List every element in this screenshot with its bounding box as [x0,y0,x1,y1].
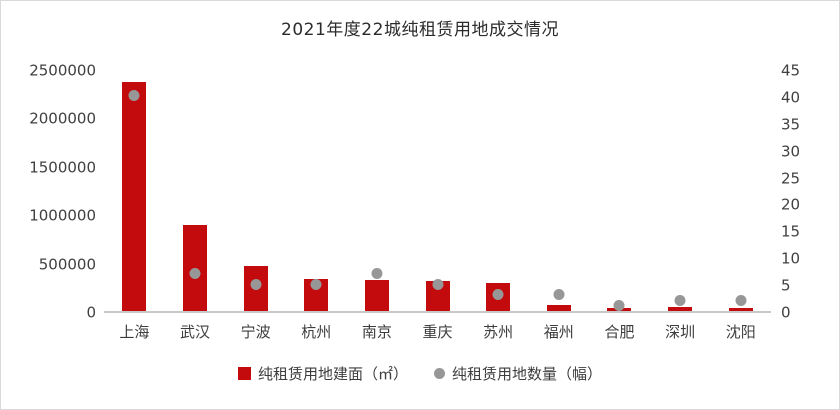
legend-area-label: 纯租赁用地建面（㎡） [257,365,408,383]
y-axis-right-tick: 20 [781,195,801,214]
x-axis-label-南京: 南京 [361,323,392,341]
category-column [347,71,408,311]
x-axis-label-杭州: 杭州 [301,323,332,341]
y-axis-right-tick: 30 [781,142,801,161]
y-axis-left-tick: 1500000 [29,158,96,177]
category-column [165,71,226,311]
bar-深圳 [668,307,693,311]
x-axis-label-上海: 上海 [119,323,150,341]
x-axis-label-武汉: 武汉 [179,323,210,341]
x-axis-label-重庆: 重庆 [422,323,453,341]
category-column [650,71,711,311]
x-axis-labels: 上海 武汉 宁波 杭州 南京 重庆 苏州 福州 合肥 深圳 沈阳 [104,321,771,342]
dot-宁波 [250,278,262,290]
x-axis-label-福州: 福州 [543,323,574,341]
bar-沈阳 [728,307,753,311]
dot-苏州 [492,289,504,301]
y-axis-left: 2500000 2000000 1500000 1000000 500000 0 [1,63,96,320]
category-column [407,71,468,311]
chart-title: 2021年度22城纯租赁用地成交情况 [281,20,559,40]
bar-福州 [546,305,571,311]
y-axis-right-tick: 5 [781,276,791,295]
legend-count-label: 纯租赁用地数量（幅） [452,365,603,383]
y-axis-right-tick: 0 [781,303,791,322]
x-axis-label-沈阳: 沈阳 [725,323,756,341]
x-axis-label-苏州: 苏州 [483,323,514,341]
y-axis-right-tick: 10 [781,249,801,268]
y-axis-left-tick: 0 [86,303,96,322]
legend-square-icon [237,367,251,380]
dot-杭州 [310,278,322,290]
dot-重庆 [432,278,444,290]
legend: 纯租赁用地建面（㎡） 纯租赁用地数量（幅） [1,363,839,384]
y-axis-right-tick: 35 [781,115,801,134]
y-axis-right-tick: 25 [781,169,801,188]
dot-福州 [553,289,565,301]
legend-item-count: 纯租赁用地数量（幅） [434,363,602,384]
y-axis-left-tick: 2500000 [29,61,96,80]
y-axis-right-tick: 15 [781,222,801,241]
dot-武汉 [189,267,201,279]
x-axis-label-宁波: 宁波 [240,323,271,341]
y-axis-left-tick: 500000 [38,255,96,274]
dot-合肥 [613,300,625,312]
y-axis-right: 45 40 35 30 25 20 15 10 5 0 [781,63,836,320]
bar-上海 [122,81,147,311]
x-axis-label-深圳: 深圳 [665,323,696,341]
category-column [589,71,650,312]
dot-沈阳 [735,294,747,306]
category-column [528,71,589,311]
category-column [468,71,529,311]
y-axis-left-tick: 1000000 [29,206,96,225]
category-column [225,71,286,311]
legend-circle-icon [434,368,445,379]
category-column [286,71,347,311]
legend-item-area: 纯租赁用地建面（㎡） [237,363,408,384]
category-column [104,71,165,311]
y-axis-left-tick: 2000000 [29,109,96,128]
plot-area [104,71,771,313]
x-axis-label-合肥: 合肥 [604,323,635,341]
y-axis-right-tick: 45 [781,61,801,80]
y-axis-right-tick: 40 [781,88,801,107]
dot-上海 [128,90,140,102]
dot-南京 [371,267,383,279]
dot-深圳 [674,294,686,306]
bar-南京 [364,280,389,311]
category-column [710,71,771,311]
